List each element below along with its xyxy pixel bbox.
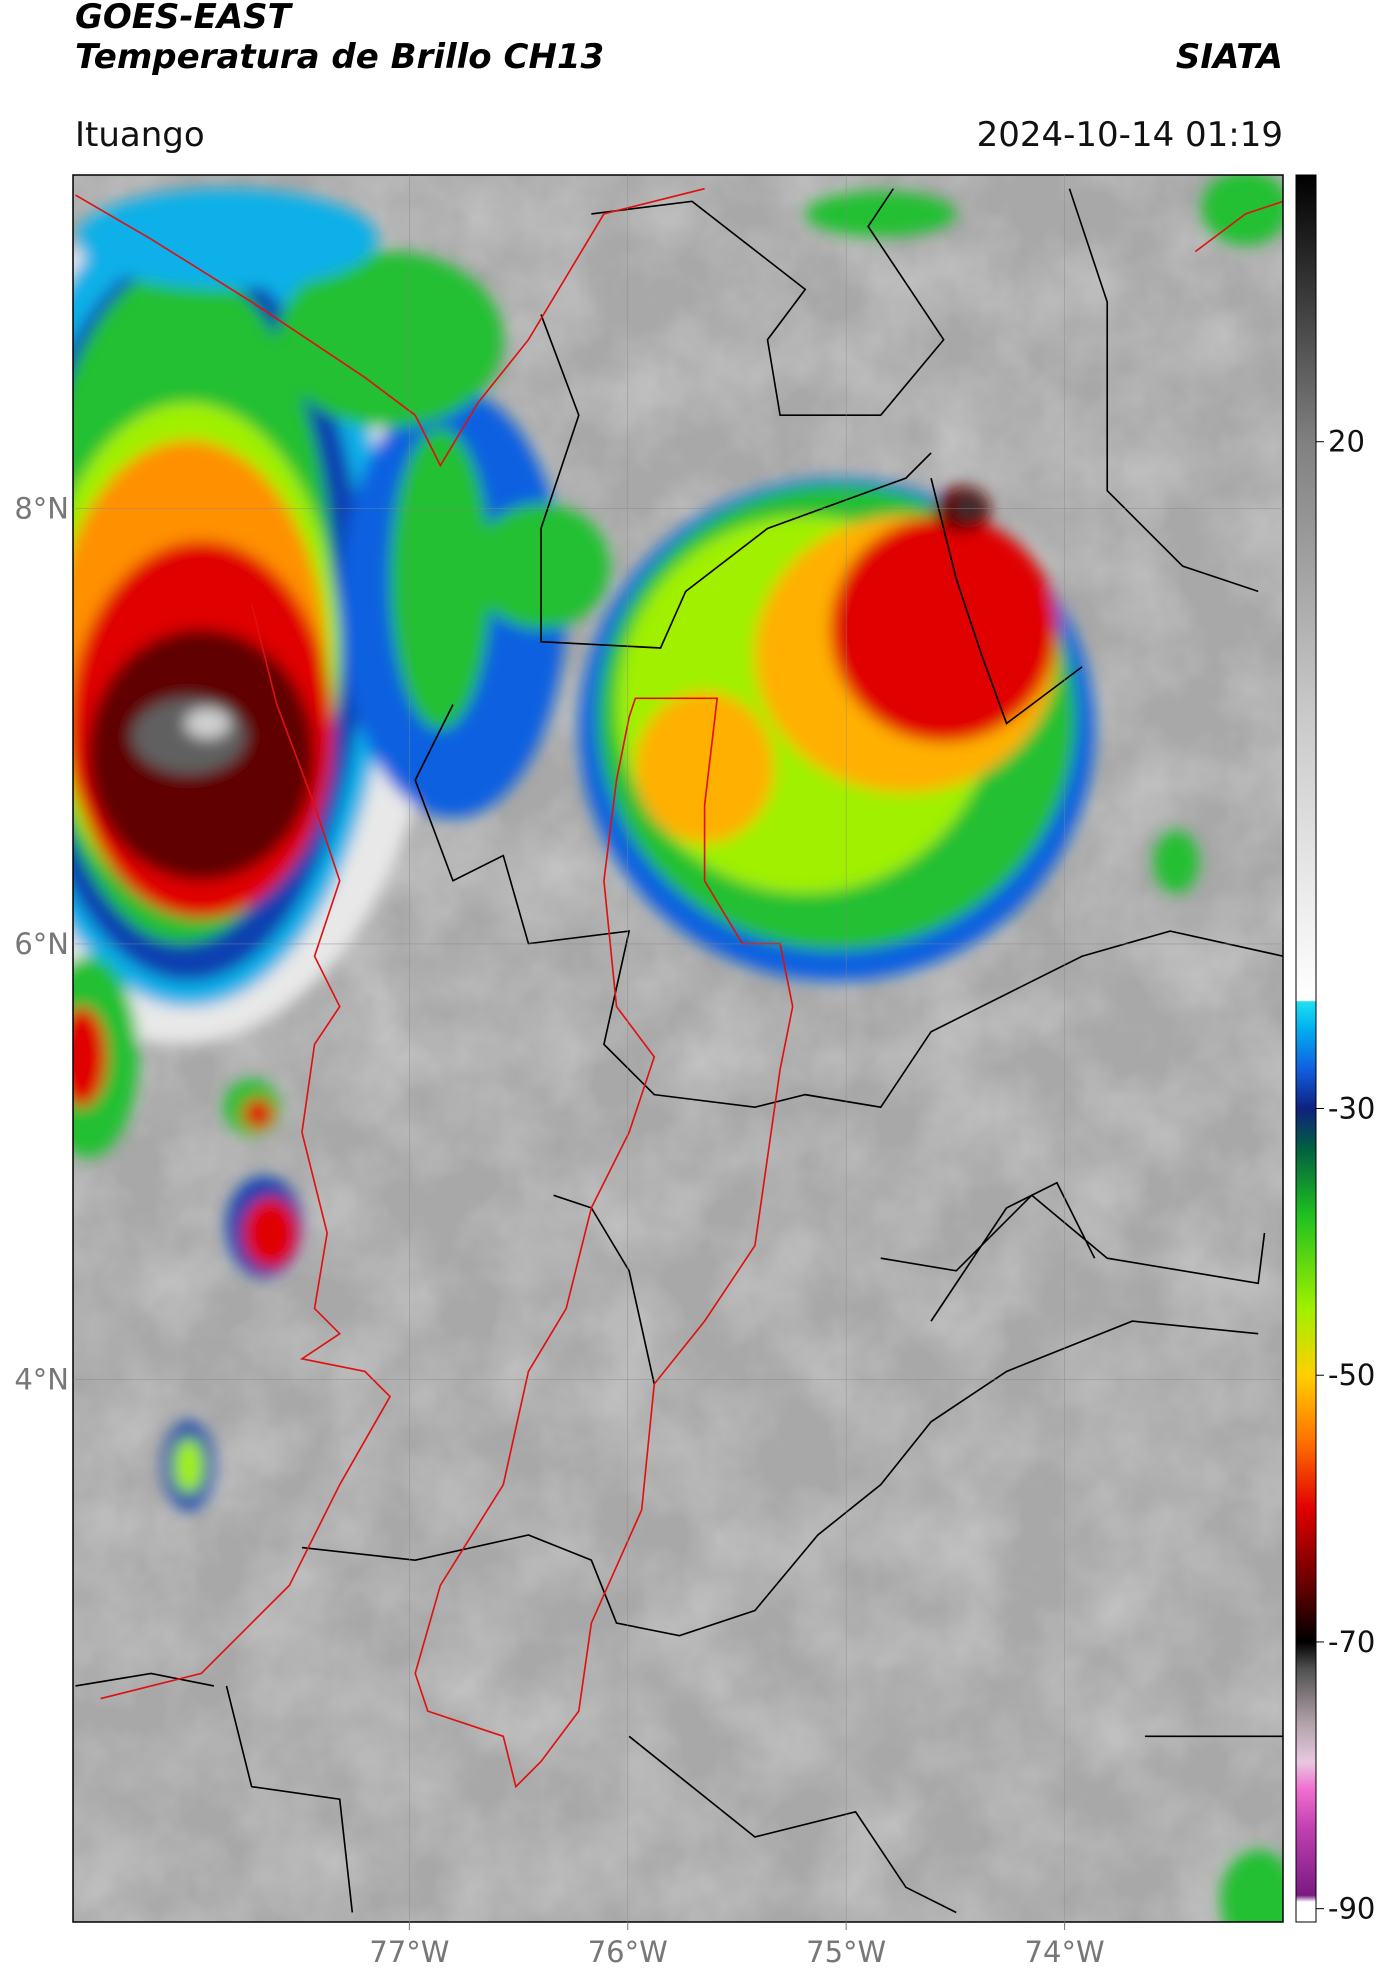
x-tick-label: 74°W bbox=[1025, 1935, 1105, 1969]
colorbar-tick-label: -90 bbox=[1328, 1892, 1375, 1926]
borders bbox=[75, 187, 1283, 1914]
x-tick-label: 75°W bbox=[806, 1935, 886, 1969]
colorbar-tick-label: -70 bbox=[1328, 1625, 1375, 1659]
y-tick-label: 8°N bbox=[14, 491, 69, 525]
y-tick-label: 4°N bbox=[14, 1363, 69, 1397]
cloud-tops bbox=[73, 175, 1283, 1922]
colorbar bbox=[1295, 174, 1317, 1923]
location: Ituango bbox=[75, 115, 205, 155]
colorbar-tick-label: -30 bbox=[1328, 1092, 1375, 1126]
title: GOES-EAST bbox=[75, 0, 294, 37]
brand: SIATA bbox=[1176, 37, 1283, 77]
x-tick-label: 77°W bbox=[369, 1935, 449, 1969]
y-tick-label: 6°N bbox=[14, 927, 69, 961]
map-frame bbox=[72, 174, 1284, 1923]
colorbar-tick-label: -50 bbox=[1328, 1358, 1375, 1392]
subtitle: Temperatura de Brillo CH13 bbox=[75, 37, 604, 77]
map bbox=[73, 175, 1283, 1922]
colorbar-tick-label: 20 bbox=[1328, 425, 1365, 459]
x-tick-label: 76°W bbox=[588, 1935, 668, 1969]
datetime: 2024-10-14 01:19 bbox=[977, 115, 1283, 155]
